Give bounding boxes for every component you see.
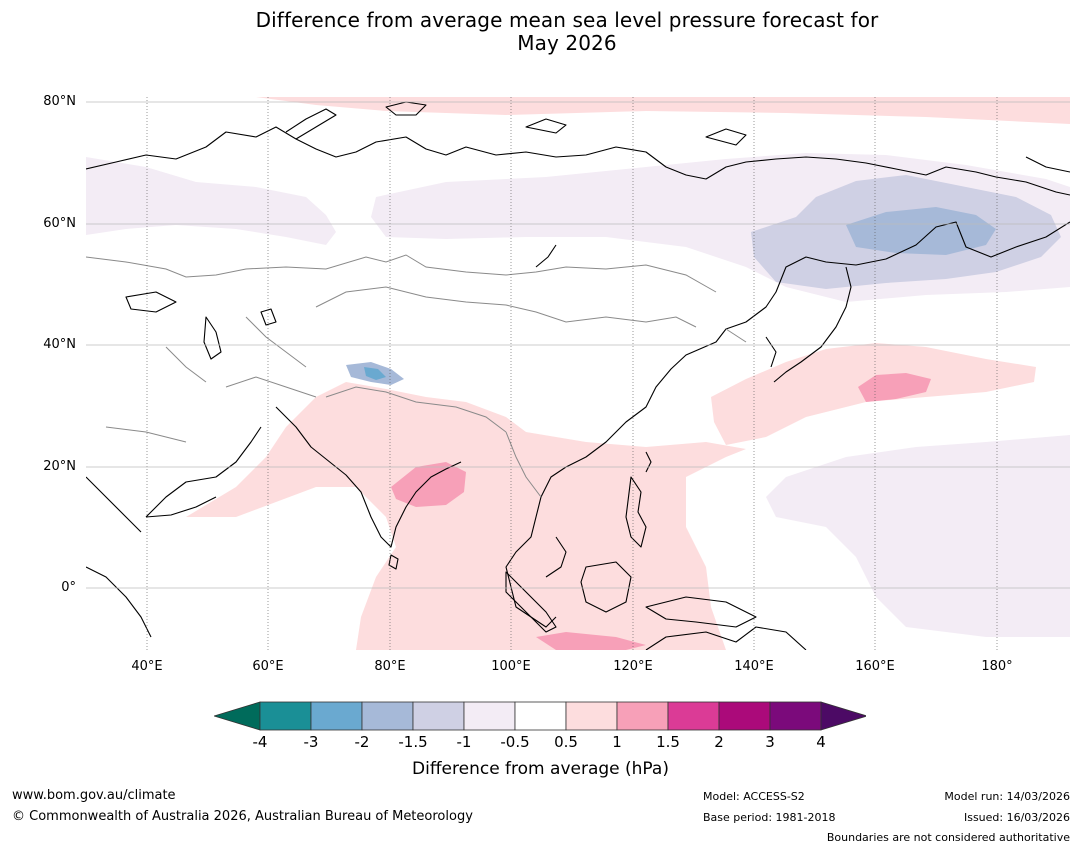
colorbar-segment	[463, 701, 516, 731]
colorbar	[214, 701, 866, 731]
colorbar-tick-label: 1	[612, 733, 622, 751]
copyright-text: © Commonwealth of Australia 2026, Austra…	[12, 809, 473, 824]
colorbar-segment	[310, 701, 363, 731]
java-positive-core	[536, 632, 646, 650]
bom-url[interactable]: www.bom.gov.au/climate	[12, 788, 176, 803]
colorbar-tick-label: 3	[765, 733, 775, 751]
south-pacific-negative-anomaly	[766, 435, 1070, 637]
pressure-anomaly-map	[86, 97, 1070, 650]
pacific-positive-core	[858, 373, 931, 402]
lon-label-160e: 160°E	[855, 659, 895, 674]
south-asia-positive-anomaly	[186, 382, 746, 650]
colorbar-segment	[667, 701, 720, 731]
colorbar-tick-label: -1	[456, 733, 472, 751]
tibet-core-anomaly	[364, 367, 386, 380]
lon-label-80e: 80°E	[374, 659, 406, 674]
colorbar-segment	[565, 701, 618, 731]
lon-label-60e: 60°E	[252, 659, 284, 674]
base-period: Base period: 1981-2018	[703, 811, 836, 824]
lon-label-120e: 120°E	[613, 659, 653, 674]
colorbar-segment	[769, 701, 822, 731]
colorbar-tick-label: 1.5	[656, 733, 680, 751]
colorbar-tick-label: 2	[714, 733, 724, 751]
colorbar-tick-label: 0.5	[554, 733, 578, 751]
issued-date: Issued: 16/03/2026	[963, 811, 1070, 824]
map-title-line2: May 2026	[517, 31, 617, 55]
siberia-negative-anomaly-west	[86, 157, 336, 245]
bay-of-bengal-positive-core	[391, 462, 466, 507]
colorbar-low-extend	[214, 701, 261, 731]
lat-label-20n: 20°N	[43, 459, 76, 474]
arctic-positive-anomaly	[256, 97, 1070, 124]
okhotsk-core-anomaly	[846, 207, 996, 255]
lat-label-0: 0°	[61, 580, 76, 595]
colorbar-label: Difference from average (hPa)	[412, 759, 669, 779]
anomaly-shading	[86, 97, 1070, 650]
colorbar-tick-label: -1.5	[398, 733, 428, 751]
colorbar-tick-label: 4	[816, 733, 826, 751]
lat-label-40n: 40°N	[43, 337, 76, 352]
colorbar-segment	[361, 701, 414, 731]
map-title-line1: Difference from average mean sea level p…	[255, 8, 879, 32]
colorbar-segment	[412, 701, 465, 731]
colorbar-tick-label: -0.5	[500, 733, 530, 751]
colorbar-high-extend	[820, 701, 866, 731]
colorbar-segment	[718, 701, 771, 731]
colorbar-segment	[259, 701, 312, 731]
colorbar-tick-label: -3	[303, 733, 319, 751]
lon-label-100e: 100°E	[491, 659, 531, 674]
graticule	[146, 97, 998, 650]
lat-label-80n: 80°N	[43, 94, 76, 109]
colorbar-segment	[616, 701, 669, 731]
colorbar-tick-label: -2	[354, 733, 370, 751]
model-run-date: Model run: 14/03/2026	[944, 790, 1070, 803]
lon-label-140e: 140°E	[734, 659, 774, 674]
colorbar-segment	[514, 701, 567, 731]
lon-label-180: 180°	[981, 659, 1013, 674]
latitude-lines	[86, 101, 1070, 589]
lon-label-40e: 40°E	[131, 659, 163, 674]
map-title: Difference from average mean sea level p…	[0, 9, 1081, 55]
model-name: Model: ACCESS-S2	[703, 790, 805, 803]
colorbar-tick-label: -4	[252, 733, 268, 751]
lat-label-60n: 60°N	[43, 216, 76, 231]
boundaries-disclaimer: Boundaries are not considered authoritat…	[826, 831, 1070, 844]
